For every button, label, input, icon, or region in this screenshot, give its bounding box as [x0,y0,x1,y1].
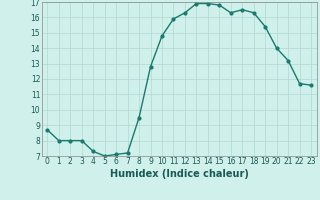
X-axis label: Humidex (Indice chaleur): Humidex (Indice chaleur) [110,169,249,179]
